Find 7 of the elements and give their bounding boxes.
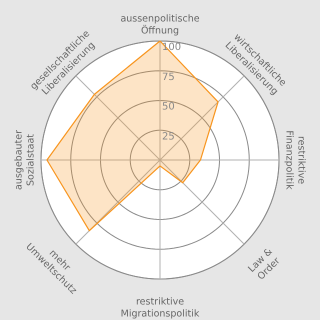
spoke-label: restriktive Finanzpolitik: [284, 130, 307, 190]
y-tick-label: 75: [162, 72, 175, 83]
y-tick-label: 50: [162, 102, 175, 112]
spoke-label: ausgebauter Sozialstaat: [13, 130, 36, 190]
spoke-label: aussenpolitische Öffnung: [120, 13, 200, 36]
y-tick-label: 25: [162, 131, 175, 142]
spoke-label: restriktive Migrationspolitik: [120, 296, 200, 320]
